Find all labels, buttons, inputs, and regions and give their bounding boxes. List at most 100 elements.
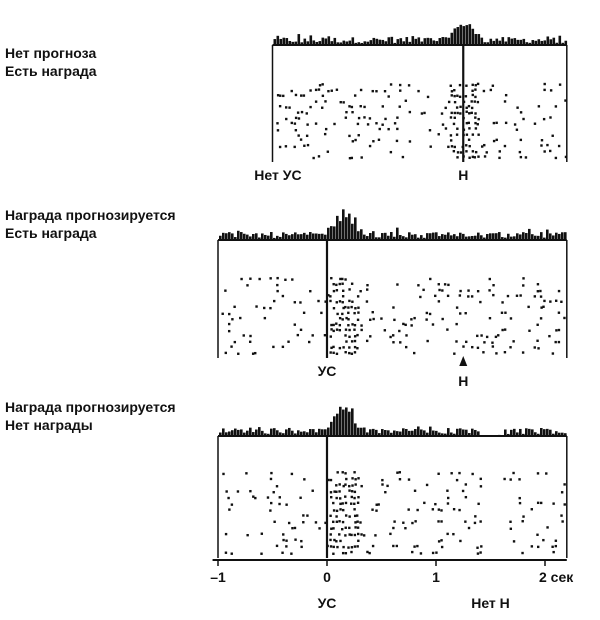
histogram-bar [393,236,396,240]
spike [549,89,553,92]
histogram-bar [357,427,360,436]
spike [554,299,558,302]
spike [557,144,561,148]
spike [302,94,306,97]
spike [474,127,478,130]
spike [456,156,459,159]
histogram-bar [429,233,432,240]
histogram-bar [405,237,408,240]
spike [453,100,457,104]
spike [254,351,257,355]
spike [536,501,540,505]
spike [480,545,483,548]
histogram-bar [516,233,519,240]
histogram-bar [333,226,336,240]
spike [246,533,249,537]
spike [351,477,354,480]
spike [308,340,311,344]
spike [459,105,462,109]
spike [339,539,342,543]
spike [305,134,309,138]
histogram-bar [354,423,357,436]
histogram-bar [357,42,361,45]
spike [377,503,380,506]
spike [350,340,354,343]
spike [476,82,480,86]
spike [360,156,363,159]
spike [344,526,347,529]
histogram-bar [372,428,375,436]
spike [401,155,405,159]
spike [248,340,252,344]
spike [431,551,435,555]
histogram-bar [345,41,349,45]
spike [329,491,333,494]
spike [468,127,471,130]
spike [470,295,474,298]
histogram-bar [498,40,502,45]
spike [375,509,378,512]
spike [329,295,332,298]
spike [456,94,459,97]
spike [371,89,374,93]
spike [293,323,297,326]
spike [332,501,335,505]
spike [383,329,387,332]
spike [354,138,357,142]
spike [348,156,352,160]
histogram-bar [435,232,438,240]
spike [323,132,327,136]
spike [338,316,342,320]
spike [377,138,381,141]
histogram-bar [324,234,327,240]
spike [459,289,462,293]
spike [368,551,371,555]
spike [453,145,456,149]
spike [368,144,372,148]
spike [275,544,279,548]
spike [459,539,462,543]
histogram-bar [468,236,471,240]
spike [300,94,303,97]
spike [413,489,417,492]
histogram-bar [438,432,441,436]
histogram-bar [492,40,496,45]
histogram-bar [384,430,387,436]
spike [329,545,333,548]
spike [476,289,480,293]
spike [332,307,336,310]
histogram-bar [255,429,258,436]
spike [407,508,410,511]
spike [330,323,333,327]
spike [539,501,543,505]
histogram-bar [363,427,366,436]
histogram-bar [537,235,540,240]
histogram-bar [369,233,372,240]
spike [551,134,554,137]
spike [300,545,303,549]
histogram-bar [321,429,324,436]
histogram-bar [540,428,543,436]
spike [357,532,360,536]
histogram-bar [237,429,240,436]
spike [446,532,449,536]
spike [338,328,342,332]
histogram-bar [498,434,501,436]
spike [527,305,530,309]
spike [533,346,536,349]
spike [353,508,356,511]
spike [465,110,468,113]
histogram-bar [246,430,249,436]
spike [314,100,318,103]
histogram-bar [282,37,286,45]
histogram-bar [522,232,525,240]
spike [462,345,465,348]
spike [284,145,288,148]
spike [339,508,342,511]
histogram-bar [234,428,237,436]
spike [521,351,525,354]
spike [386,484,389,488]
spike [425,318,428,321]
spike [482,89,486,93]
spike [357,306,360,309]
